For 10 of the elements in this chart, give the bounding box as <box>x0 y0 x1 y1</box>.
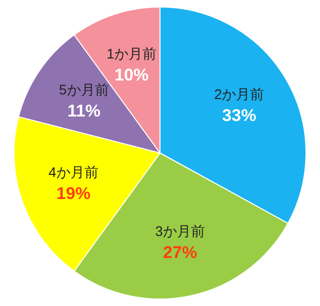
slice-label: 1か月前 <box>106 46 156 62</box>
data-label: 11% <box>67 101 100 120</box>
data-label: 27% <box>163 242 198 262</box>
slice-label: 4か月前 <box>48 164 98 180</box>
data-label: 10% <box>114 66 149 85</box>
slice-label: 5か月前 <box>59 81 109 98</box>
slice-label: 2か月前 <box>214 86 264 102</box>
data-label: 19% <box>56 184 90 204</box>
data-label: 33% <box>222 106 256 126</box>
slice-label: 3か月前 <box>155 222 205 239</box>
